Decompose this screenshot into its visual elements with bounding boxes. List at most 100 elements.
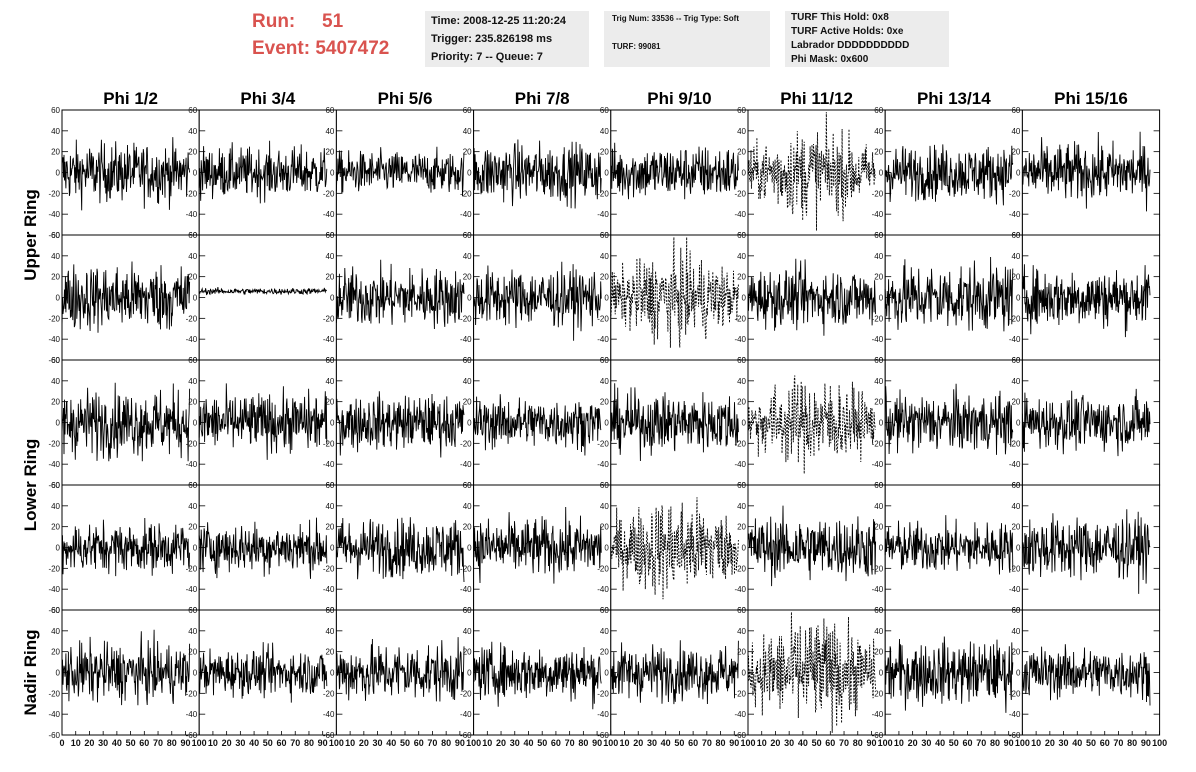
x-tick-label: 10 <box>345 738 355 748</box>
y-tick-label: -20 <box>734 689 746 698</box>
y-tick-label: 0 <box>879 669 884 678</box>
y-tick-label: -60 <box>48 481 60 490</box>
waveform-trace <box>473 139 602 209</box>
y-tick-label: 40 <box>600 127 609 136</box>
y-tick-label: 20 <box>188 398 197 407</box>
x-tick-label: 80 <box>441 738 451 748</box>
y-tick-label: -40 <box>48 335 60 344</box>
y-tick-label: 60 <box>325 481 334 490</box>
y-tick-label: -20 <box>1009 689 1021 698</box>
y-tick-label: 0 <box>742 669 747 678</box>
x-tick-label: 100 <box>740 738 755 748</box>
y-tick-label: 40 <box>874 252 883 261</box>
y-tick-label: -20 <box>48 439 60 448</box>
y-tick-label: -40 <box>872 710 884 719</box>
x-tick-label: 70 <box>153 738 163 748</box>
x-tick-label: 50 <box>674 738 684 748</box>
y-tick-label: 40 <box>188 252 197 261</box>
y-tick-label: 60 <box>51 231 60 240</box>
x-tick-label: 20 <box>84 738 94 748</box>
x-tick-label: 80 <box>304 738 314 748</box>
y-tick-label: 0 <box>879 294 884 303</box>
y-tick-label: 60 <box>1011 606 1020 615</box>
x-tick-label: 90 <box>455 738 465 748</box>
y-tick-label: 0 <box>467 419 472 428</box>
y-tick-label: 20 <box>325 523 334 532</box>
y-tick-label: 0 <box>742 294 747 303</box>
y-tick-label: -40 <box>323 585 335 594</box>
waveform-trace <box>610 383 739 462</box>
y-tick-label: -20 <box>872 564 884 573</box>
y-tick-label: 40 <box>600 502 609 511</box>
panel-frame <box>61 609 200 736</box>
x-tick-label: 30 <box>510 738 520 748</box>
run-label: Run: <box>252 11 296 32</box>
y-tick-label: -20 <box>186 689 198 698</box>
y-tick-label: 60 <box>1011 356 1020 365</box>
column-title: Phi 3/4 <box>240 89 295 108</box>
y-tick-label: 0 <box>193 544 198 553</box>
y-tick-label: 40 <box>737 627 746 636</box>
y-tick-label: 60 <box>51 106 60 115</box>
y-tick-label: 60 <box>874 231 883 240</box>
y-tick-label: 0 <box>330 419 335 428</box>
y-tick-label: 20 <box>463 398 472 407</box>
y-tick-label: 60 <box>188 481 197 490</box>
y-tick-label: -40 <box>1009 210 1021 219</box>
y-tick-label: 60 <box>188 606 197 615</box>
column-title: Phi 7/8 <box>515 89 570 108</box>
y-tick-label: -40 <box>597 460 609 469</box>
waveform-trace <box>747 112 876 231</box>
y-tick-label: -60 <box>186 731 198 740</box>
y-tick-label: -20 <box>186 564 198 573</box>
x-tick-label: 40 <box>523 738 533 748</box>
x-tick-label: 30 <box>1059 738 1069 748</box>
y-tick-label: 60 <box>325 606 334 615</box>
y-tick-label: -60 <box>597 731 609 740</box>
y-tick-label: 0 <box>604 419 609 428</box>
y-tick-label: -40 <box>734 210 746 219</box>
y-tick-label: 60 <box>325 231 334 240</box>
y-tick-label: 20 <box>600 648 609 657</box>
y-tick-label: 20 <box>737 148 746 157</box>
column-title: Phi 1/2 <box>103 89 158 108</box>
x-tick-label: 30 <box>373 738 383 748</box>
y-tick-label: -20 <box>597 439 609 448</box>
waveform-trace <box>335 517 465 583</box>
y-tick-label: 0 <box>330 669 335 678</box>
y-tick-label: -20 <box>48 189 60 198</box>
y-tick-label: -60 <box>48 231 60 240</box>
row-title: Lower Ring <box>21 439 40 532</box>
y-tick-label: 40 <box>51 377 60 386</box>
y-tick-label: -20 <box>872 189 884 198</box>
y-tick-label: 20 <box>600 148 609 157</box>
y-tick-label: -40 <box>460 585 472 594</box>
waveform-trace <box>747 505 877 587</box>
y-tick-label: -20 <box>323 689 335 698</box>
y-tick-label: 60 <box>600 481 609 490</box>
x-tick-label: 100 <box>1015 738 1030 748</box>
waveform-trace <box>747 612 877 733</box>
y-tick-label: -40 <box>872 585 884 594</box>
waveform-trace <box>1021 644 1151 706</box>
x-tick-label: 60 <box>825 738 835 748</box>
y-tick-label: -40 <box>48 460 60 469</box>
y-tick-label: 0 <box>1016 544 1021 553</box>
y-tick-label: 0 <box>1016 294 1021 303</box>
x-tick-label: 100 <box>603 738 618 748</box>
y-tick-label: 60 <box>51 606 60 615</box>
y-tick-label: 0 <box>467 169 472 178</box>
y-tick-label: 20 <box>874 523 883 532</box>
x-tick-label: 60 <box>963 738 973 748</box>
x-tick-label: 90 <box>1141 738 1151 748</box>
x-tick-label: 20 <box>908 738 918 748</box>
y-tick-label: 40 <box>600 627 609 636</box>
y-tick-label: 20 <box>737 648 746 657</box>
y-tick-label: 40 <box>737 377 746 386</box>
x-tick-label: 40 <box>112 738 122 748</box>
y-tick-label: 60 <box>737 356 746 365</box>
y-tick-label: -20 <box>186 314 198 323</box>
y-tick-label: 60 <box>188 106 197 115</box>
y-tick-label: -20 <box>186 189 198 198</box>
y-tick-label: 20 <box>600 398 609 407</box>
